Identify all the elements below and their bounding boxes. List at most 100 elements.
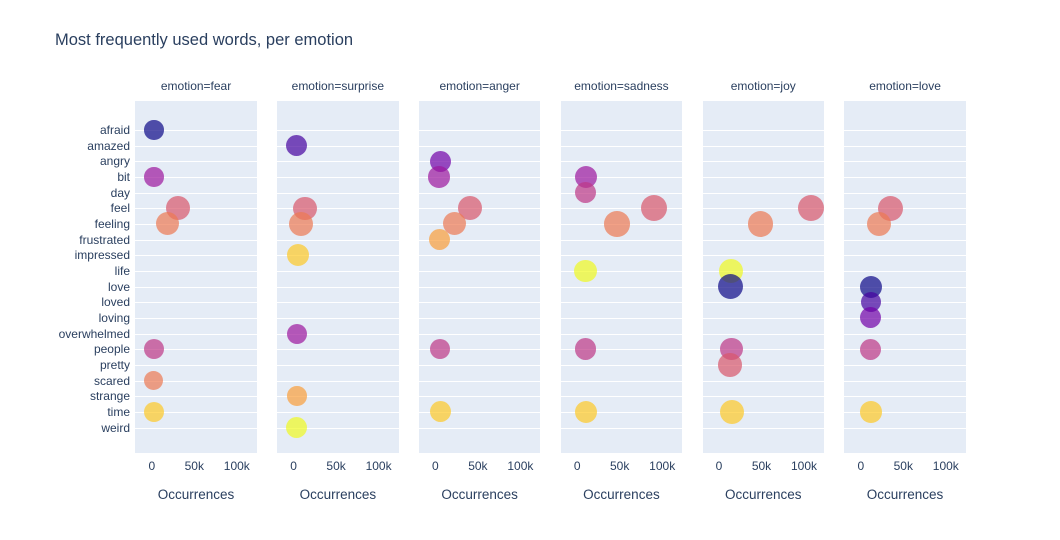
- gridline: [135, 411, 257, 413]
- x-tick-label: 50k: [751, 459, 772, 473]
- y-tick-label-pretty: pretty: [99, 357, 130, 372]
- facet-panel-love: [844, 100, 966, 454]
- gridline: [277, 317, 399, 319]
- gridline: [702, 411, 824, 413]
- point-anger-frustrated[interactable]: [429, 229, 451, 251]
- gridline: [844, 411, 966, 413]
- point-joy-time[interactable]: [719, 399, 744, 424]
- gridline: [560, 270, 683, 272]
- x-axis-title: Occurrences: [866, 487, 944, 502]
- gridline: [844, 129, 966, 131]
- gridline: [702, 145, 824, 147]
- y-tick-label-weird: weird: [101, 420, 130, 435]
- point-anger-bit[interactable]: [428, 166, 450, 188]
- point-surprise-strange[interactable]: [287, 386, 307, 406]
- gridline: [277, 192, 399, 194]
- gridline: [277, 176, 399, 178]
- gridline: [418, 427, 541, 429]
- gridline: [135, 427, 257, 429]
- gridline: [277, 302, 399, 304]
- point-love-love[interactable]: [859, 275, 882, 298]
- gridline: [135, 302, 257, 304]
- gridline: [702, 255, 824, 257]
- gridline: [418, 317, 541, 319]
- point-sadness-time[interactable]: [575, 400, 598, 423]
- point-anger-people[interactable]: [430, 339, 451, 360]
- y-tick-label-loved: loved: [101, 295, 130, 310]
- point-surprise-amazed[interactable]: [286, 135, 308, 157]
- point-sadness-people[interactable]: [574, 338, 597, 360]
- point-fear-afraid[interactable]: [144, 120, 164, 140]
- gridline: [560, 208, 683, 210]
- y-tick-label-loving: loving: [98, 310, 130, 325]
- gridline: [844, 302, 966, 304]
- gridline: [702, 176, 824, 178]
- gridline: [418, 349, 541, 351]
- point-fear-bit[interactable]: [144, 167, 164, 187]
- gridline: [560, 349, 683, 351]
- point-surprise-impressed[interactable]: [287, 244, 310, 267]
- gridline: [702, 333, 824, 335]
- x-tick-label: 100k: [223, 459, 250, 473]
- gridline: [702, 302, 824, 304]
- point-joy-love[interactable]: [718, 274, 744, 300]
- point-fear-scared[interactable]: [144, 371, 164, 391]
- facet-title-surprise: emotion=surprise: [291, 79, 385, 93]
- gridline: [702, 161, 824, 163]
- point-anger-feeling[interactable]: [442, 212, 466, 236]
- point-fear-time[interactable]: [143, 401, 164, 422]
- point-sadness-feeling[interactable]: [604, 211, 630, 237]
- gridline: [277, 380, 399, 382]
- point-love-feeling[interactable]: [866, 211, 891, 236]
- point-fear-people[interactable]: [143, 338, 165, 360]
- x-tick-label: 100k: [365, 459, 392, 473]
- gridline: [418, 255, 541, 257]
- gridline: [418, 396, 541, 398]
- gridline: [560, 317, 683, 319]
- y-tick-label-feel: feel: [110, 201, 130, 216]
- gridline: [560, 255, 683, 257]
- point-love-people[interactable]: [860, 338, 882, 360]
- gridline: [135, 396, 257, 398]
- gridline: [277, 129, 399, 131]
- point-sadness-life[interactable]: [574, 259, 597, 283]
- point-joy-feel[interactable]: [797, 195, 824, 222]
- facet-panel-surprise: [277, 100, 399, 454]
- x-tick-label: 50k: [610, 459, 630, 473]
- facet-panel-fear: [135, 100, 257, 454]
- gridline: [277, 239, 399, 241]
- point-sadness-feel[interactable]: [640, 195, 667, 222]
- facet-title-anger: emotion=anger: [439, 79, 520, 93]
- point-surprise-weird[interactable]: [286, 417, 308, 439]
- gridline: [702, 239, 824, 241]
- x-tick-label: 50k: [184, 459, 204, 473]
- x-tick-label: 100k: [507, 459, 534, 473]
- gridline: [135, 192, 257, 194]
- gridline: [560, 161, 683, 163]
- point-fear-feeling[interactable]: [156, 212, 180, 236]
- y-tick-label-feeling: feeling: [94, 216, 130, 231]
- gridline: [560, 145, 683, 147]
- gridline: [560, 239, 683, 241]
- gridline: [277, 411, 399, 413]
- point-joy-feeling[interactable]: [747, 211, 774, 237]
- gridline: [560, 302, 683, 304]
- point-love-time[interactable]: [860, 401, 882, 423]
- gridline: [418, 286, 541, 288]
- gridline: [844, 176, 966, 178]
- point-surprise-feeling[interactable]: [289, 211, 314, 236]
- point-love-loving[interactable]: [860, 307, 882, 329]
- gridline: [135, 349, 257, 351]
- point-love-loved[interactable]: [860, 292, 881, 313]
- point-sadness-day[interactable]: [574, 181, 597, 204]
- facet-panel-sadness: [560, 100, 683, 454]
- gridline: [135, 129, 257, 131]
- gridline: [418, 364, 541, 366]
- gridline: [418, 145, 541, 147]
- y-tick-label-overwhelmed: overwhelmed: [58, 326, 130, 341]
- point-joy-pretty[interactable]: [718, 353, 742, 377]
- x-tick-label: 0: [432, 459, 439, 473]
- point-anger-time[interactable]: [429, 401, 451, 423]
- gridline: [844, 364, 966, 366]
- point-surprise-overwhelmed[interactable]: [286, 323, 307, 344]
